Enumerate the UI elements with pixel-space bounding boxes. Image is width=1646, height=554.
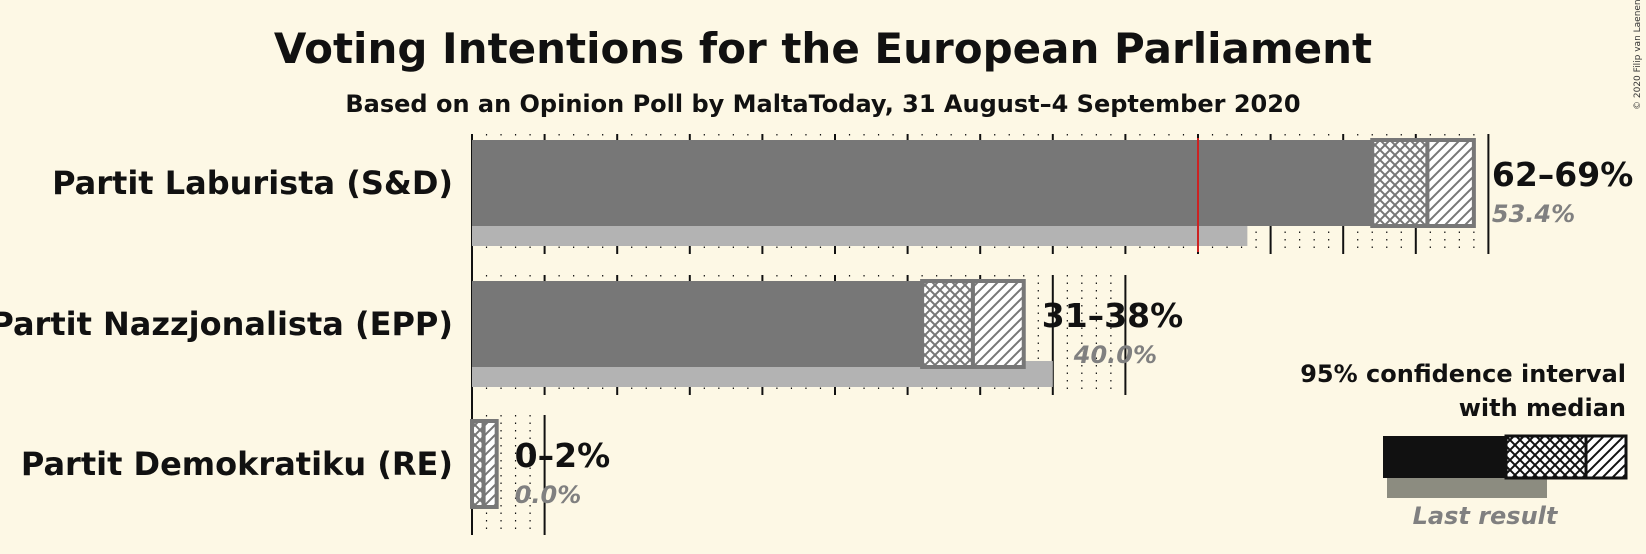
range-label: 31–38% [1042,296,1183,335]
legend-ci-crosshatch [1504,434,1588,480]
confidence-diaghatch [970,279,1026,369]
labels: Partit Laburista (S&D) 62–69% 53.4% Partit … [0,155,1633,509]
bars [470,138,1476,509]
legend-ci-diaghatch [1584,434,1628,480]
range-label: 62–69% [1492,155,1633,194]
confidence-bar [472,140,1373,226]
party-label: Partit Laburista (S&D) [52,164,453,202]
legend-last-label: Last result [1413,502,1559,530]
legend-ci-label-1: 95% confidence interval [1300,360,1626,388]
legend-ci-bar [1383,436,1506,478]
range-label: 0–2% [515,436,611,475]
confidence-diaghatch [481,419,499,509]
party-label: Partit Nazzjonalista (EPP) [0,305,453,343]
confidence-crosshatch [920,279,975,369]
party-label: Partit Demokratiku (RE) [21,445,453,483]
copyright: © 2020 Filip van Laenen [1633,0,1643,110]
legend-ci-label-2: with median [1459,394,1626,422]
last-result-label: 53.4% [1492,200,1575,228]
confidence-bar [472,281,923,367]
chart-subtitle: Based on an Opinion Poll by MaltaToday, … [345,90,1300,118]
legend: 95% confidence interval with median Last… [1300,360,1628,530]
confidence-diaghatch [1425,138,1476,228]
chart-title: Voting Intentions for the European Parli… [274,24,1372,73]
last-result-label: 0.0% [515,481,582,509]
confidence-crosshatch [1370,138,1430,228]
last-result-label: 40.0% [1073,341,1157,369]
